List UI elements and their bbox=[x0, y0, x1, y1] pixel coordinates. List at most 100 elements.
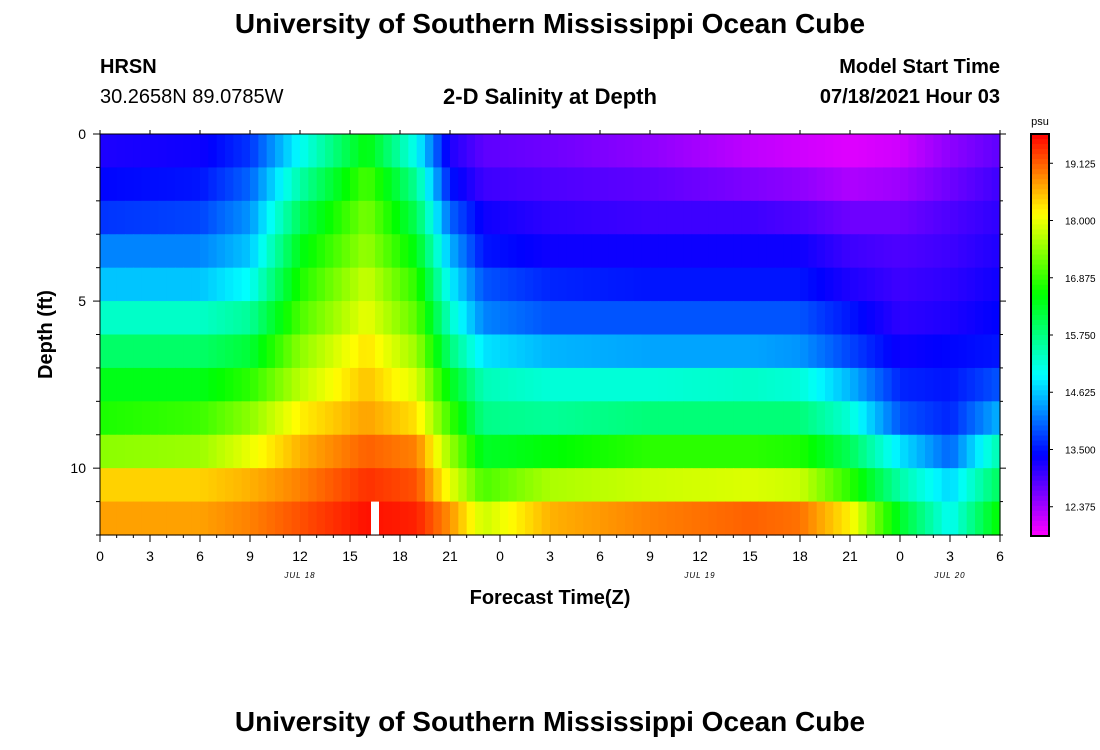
heatmap-cell bbox=[983, 301, 993, 336]
heatmap-cell bbox=[716, 367, 726, 402]
heatmap-cell bbox=[716, 468, 726, 503]
heatmap-cell bbox=[300, 167, 309, 202]
heatmap-cell bbox=[683, 434, 693, 469]
colorbar-swatch bbox=[1031, 380, 1049, 386]
heatmap-cell bbox=[675, 267, 684, 302]
heatmap-cell bbox=[183, 267, 193, 302]
heatmap-cell bbox=[816, 301, 826, 336]
heatmap-cell bbox=[308, 200, 318, 235]
heatmap-cell bbox=[341, 334, 351, 369]
heatmap-cell bbox=[633, 468, 643, 503]
heatmap-cell bbox=[700, 468, 709, 503]
heatmap-cell bbox=[450, 267, 459, 302]
heatmap-cell bbox=[400, 167, 409, 202]
heatmap-cell bbox=[225, 234, 234, 269]
heatmap-cell bbox=[475, 334, 484, 369]
heatmap-cell bbox=[675, 301, 684, 336]
heatmap-cell bbox=[566, 200, 576, 235]
heatmap-cell bbox=[516, 401, 526, 436]
heatmap-cell bbox=[316, 267, 326, 302]
heatmap-cell bbox=[508, 167, 518, 202]
heatmap-cell bbox=[866, 267, 876, 302]
heatmap-cell bbox=[450, 434, 459, 469]
heatmap-cell bbox=[166, 167, 176, 202]
heatmap-cell bbox=[383, 501, 393, 536]
heatmap-cell bbox=[566, 234, 576, 269]
heatmap-cell bbox=[283, 267, 293, 302]
heatmap-cell bbox=[591, 367, 601, 402]
heatmap-cell bbox=[766, 234, 776, 269]
heatmap-cell bbox=[675, 501, 684, 536]
heatmap-cell bbox=[983, 468, 993, 503]
heatmap-cell bbox=[750, 401, 759, 436]
heatmap-cell bbox=[516, 267, 526, 302]
heatmap-cell bbox=[775, 334, 784, 369]
heatmap-cell bbox=[850, 434, 859, 469]
heatmap-cell bbox=[775, 501, 784, 536]
heatmap-cell bbox=[741, 267, 751, 302]
heatmap-cell bbox=[908, 367, 918, 402]
heatmap-cell bbox=[475, 367, 484, 402]
heatmap-cell bbox=[316, 367, 326, 402]
heatmap-cell bbox=[358, 301, 368, 336]
page-title: University of Southern Mississippi Ocean… bbox=[234, 8, 866, 39]
heatmap-cell bbox=[408, 134, 418, 169]
heatmap-cell bbox=[466, 167, 476, 202]
heatmap-cell bbox=[658, 200, 668, 235]
heatmap-cell bbox=[750, 334, 759, 369]
heatmap-cell bbox=[416, 134, 426, 169]
heatmap-cell bbox=[666, 334, 676, 369]
heatmap-cell bbox=[291, 334, 301, 369]
heatmap-cell bbox=[750, 234, 759, 269]
colorbar-swatch bbox=[1031, 455, 1049, 462]
heatmap-cell bbox=[225, 301, 234, 336]
heatmap-cell bbox=[766, 134, 776, 169]
heatmap-cell bbox=[316, 501, 326, 536]
heatmap-cell bbox=[650, 267, 659, 302]
heatmap-cell bbox=[225, 267, 234, 302]
heatmap-cell bbox=[633, 167, 643, 202]
heatmap-cell bbox=[458, 501, 468, 536]
heatmap-cell bbox=[525, 501, 534, 536]
heatmap-cell bbox=[166, 267, 176, 302]
heatmap-cell bbox=[933, 501, 943, 536]
heatmap-cell bbox=[391, 367, 401, 402]
heatmap-cell bbox=[700, 367, 709, 402]
heatmap-cell bbox=[516, 334, 526, 369]
model-start-value: 07/18/2021 Hour 03 bbox=[819, 86, 1000, 108]
heatmap-cell bbox=[350, 234, 359, 269]
heatmap-cell bbox=[975, 334, 984, 369]
heatmap-cell bbox=[383, 468, 393, 503]
heatmap-cell bbox=[775, 401, 784, 436]
heatmap-cell bbox=[691, 401, 701, 436]
x-tick-label: 0 bbox=[496, 548, 504, 564]
heatmap-cell bbox=[966, 301, 976, 336]
heatmap-cell bbox=[308, 234, 318, 269]
heatmap-cell bbox=[308, 301, 318, 336]
heatmap-cell bbox=[908, 434, 918, 469]
heatmap-cell bbox=[166, 334, 176, 369]
heatmap-cell bbox=[575, 134, 584, 169]
heatmap-cell bbox=[866, 167, 876, 202]
heatmap-cell bbox=[841, 334, 851, 369]
heatmap-cell bbox=[258, 234, 268, 269]
heatmap-cell bbox=[858, 468, 868, 503]
heatmap-cell bbox=[150, 167, 159, 202]
heatmap-cell bbox=[833, 134, 843, 169]
model-start-label: Model Start Time bbox=[839, 56, 1000, 78]
heatmap-cell bbox=[225, 367, 234, 402]
heatmap-cell bbox=[508, 134, 518, 169]
heatmap-cell bbox=[333, 367, 343, 402]
heatmap-cell bbox=[200, 501, 209, 536]
heatmap-cell bbox=[833, 234, 843, 269]
heatmap-cell bbox=[641, 234, 651, 269]
heatmap-cell bbox=[808, 501, 818, 536]
heatmap-cell bbox=[158, 301, 168, 336]
heatmap-cell bbox=[125, 367, 134, 402]
heatmap-cell bbox=[791, 401, 801, 436]
heatmap-cell bbox=[375, 367, 384, 402]
heatmap-cell bbox=[733, 501, 743, 536]
heatmap-cell bbox=[133, 468, 143, 503]
heatmap-cell bbox=[341, 468, 351, 503]
heatmap-cell bbox=[541, 401, 551, 436]
